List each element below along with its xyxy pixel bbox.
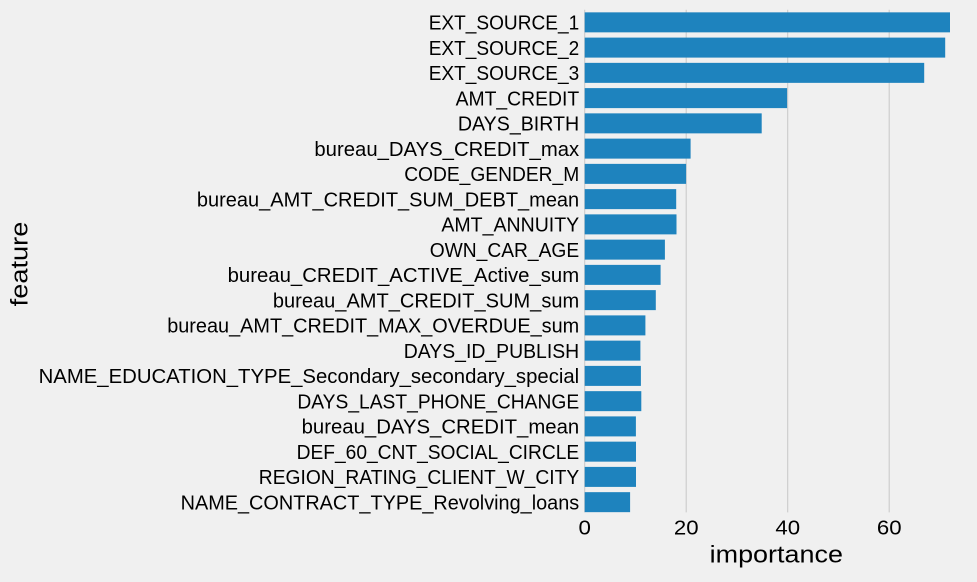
svg-text:feature: feature xyxy=(7,222,34,307)
svg-text:DAYS_BIRTH: DAYS_BIRTH xyxy=(458,113,579,136)
svg-text:DAYS_LAST_PHONE_CHANGE: DAYS_LAST_PHONE_CHANGE xyxy=(297,390,579,413)
svg-text:EXT_SOURCE_2: EXT_SOURCE_2 xyxy=(429,37,580,60)
svg-text:DEF_60_CNT_SOCIAL_CIRCLE: DEF_60_CNT_SOCIAL_CIRCLE xyxy=(297,441,580,464)
svg-text:importance: importance xyxy=(710,542,843,569)
svg-text:0: 0 xyxy=(579,517,591,540)
svg-text:AMT_CREDIT: AMT_CREDIT xyxy=(456,87,580,110)
svg-text:bureau_DAYS_CREDIT_max: bureau_DAYS_CREDIT_max xyxy=(314,138,580,161)
svg-text:OWN_CAR_AGE: OWN_CAR_AGE xyxy=(430,239,580,262)
svg-text:20: 20 xyxy=(674,517,699,540)
svg-text:bureau_CREDIT_ACTIVE_Active_su: bureau_CREDIT_ACTIVE_Active_sum xyxy=(228,264,580,287)
svg-text:AMT_ANNUITY: AMT_ANNUITY xyxy=(441,214,579,237)
svg-text:EXT_SOURCE_3: EXT_SOURCE_3 xyxy=(429,62,580,85)
svg-text:40: 40 xyxy=(775,517,800,540)
svg-text:NAME_CONTRACT_TYPE_Revolving_l: NAME_CONTRACT_TYPE_Revolving_loans xyxy=(181,491,580,514)
svg-text:bureau_DAYS_CREDIT_mean: bureau_DAYS_CREDIT_mean xyxy=(302,416,580,439)
svg-text:bureau_AMT_CREDIT_SUM_sum: bureau_AMT_CREDIT_SUM_sum xyxy=(273,289,579,312)
svg-text:bureau_AMT_CREDIT_SUM_DEBT_mea: bureau_AMT_CREDIT_SUM_DEBT_mean xyxy=(197,188,579,211)
svg-text:REGION_RATING_CLIENT_W_CITY: REGION_RATING_CLIENT_W_CITY xyxy=(259,466,580,489)
svg-text:bureau_AMT_CREDIT_MAX_OVERDUE_: bureau_AMT_CREDIT_MAX_OVERDUE_sum xyxy=(167,315,579,338)
svg-text:CODE_GENDER_M: CODE_GENDER_M xyxy=(404,163,579,186)
svg-text:NAME_EDUCATION_TYPE_Secondary_: NAME_EDUCATION_TYPE_Secondary_secondary_… xyxy=(39,365,580,388)
svg-text:DAYS_ID_PUBLISH: DAYS_ID_PUBLISH xyxy=(404,340,579,363)
svg-text:60: 60 xyxy=(877,517,902,540)
svg-text:EXT_SOURCE_1: EXT_SOURCE_1 xyxy=(429,12,580,35)
